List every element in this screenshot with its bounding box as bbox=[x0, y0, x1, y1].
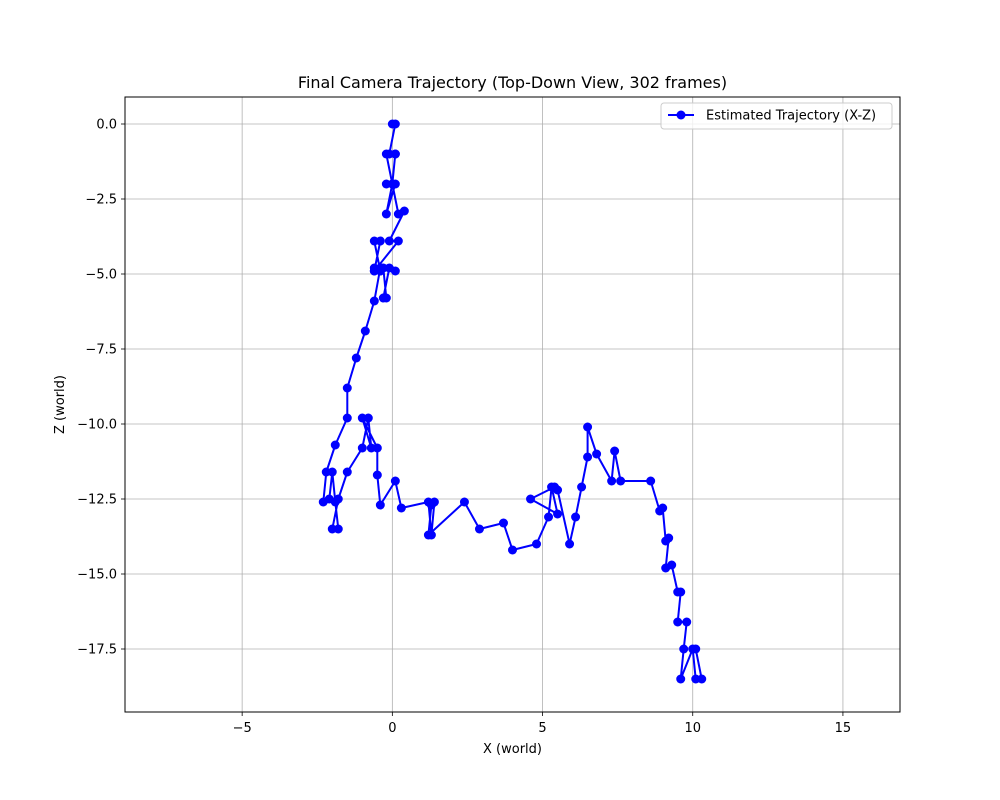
trajectory-point bbox=[369, 236, 379, 246]
y-tick-label: 0.0 bbox=[96, 118, 117, 133]
trajectory-point bbox=[583, 452, 593, 462]
trajectory-point bbox=[393, 236, 403, 246]
y-tick-label: −5.0 bbox=[85, 268, 117, 283]
x-tick-label: 10 bbox=[684, 721, 701, 736]
x-tick-label: 5 bbox=[538, 721, 546, 736]
trajectory-point bbox=[676, 587, 686, 597]
plot-frame bbox=[124, 96, 901, 713]
x-tick-label: −5 bbox=[233, 721, 252, 736]
y-axis-label: Z (world) bbox=[53, 375, 68, 434]
grid-layer bbox=[125, 97, 900, 712]
trajectory-point bbox=[399, 206, 409, 216]
trajectory-point bbox=[474, 524, 484, 534]
trajectory-point bbox=[676, 674, 686, 684]
trajectory-point bbox=[360, 326, 370, 336]
trajectory-point bbox=[673, 617, 683, 627]
y-tick-label: −10.0 bbox=[77, 418, 117, 433]
legend-marker-swatch bbox=[676, 110, 686, 120]
x-axis-label: X (world) bbox=[483, 742, 542, 757]
x-tick-label: 0 bbox=[388, 721, 396, 736]
y-tick-label: −15.0 bbox=[77, 568, 117, 583]
trajectory-point bbox=[583, 422, 593, 432]
trajectory-point bbox=[390, 149, 400, 159]
trajectory-point bbox=[607, 476, 617, 486]
y-tick-label: −17.5 bbox=[77, 643, 117, 658]
trajectory-point bbox=[351, 353, 361, 363]
trajectory-point bbox=[390, 476, 400, 486]
trajectory-point bbox=[372, 443, 382, 453]
trajectory-point bbox=[342, 413, 352, 423]
trajectory-point bbox=[333, 494, 343, 504]
y-tick-label: −7.5 bbox=[85, 343, 117, 358]
trajectory-point bbox=[646, 476, 656, 486]
trajectory-point bbox=[372, 470, 382, 480]
trajectory-point bbox=[658, 503, 668, 513]
trajectory-point bbox=[426, 500, 436, 510]
trajectory-point bbox=[396, 503, 406, 513]
trajectory-point bbox=[375, 500, 385, 510]
plot-area bbox=[125, 97, 900, 712]
trajectory-point bbox=[544, 512, 554, 522]
trajectory-point bbox=[667, 560, 677, 570]
trajectory-point bbox=[423, 530, 433, 540]
data-layer bbox=[318, 119, 707, 684]
legend: Estimated Trajectory (X-Z) bbox=[660, 102, 893, 130]
trajectory-point bbox=[508, 545, 517, 555]
trajectory-point bbox=[565, 539, 575, 549]
trajectory-point bbox=[532, 539, 542, 549]
trajectory-point bbox=[375, 263, 385, 273]
x-tick-label: 15 bbox=[835, 721, 852, 736]
y-tick-label: −12.5 bbox=[77, 493, 117, 508]
trajectory-point bbox=[664, 533, 674, 543]
trajectory-point bbox=[682, 617, 692, 627]
trajectory-point bbox=[384, 236, 394, 246]
trajectory-point bbox=[697, 674, 707, 684]
trajectory-point bbox=[610, 446, 620, 456]
trajectory-point bbox=[553, 509, 563, 519]
trajectory-point bbox=[357, 443, 367, 453]
trajectory-point bbox=[387, 179, 397, 189]
trajectory-point bbox=[691, 644, 701, 654]
trajectory-point bbox=[369, 296, 379, 306]
trajectory-point bbox=[498, 518, 508, 528]
trajectory-point bbox=[390, 119, 400, 129]
trajectory-point bbox=[679, 644, 689, 654]
trajectory-point bbox=[577, 482, 587, 492]
trajectory-point bbox=[459, 497, 469, 507]
trajectory-point bbox=[553, 485, 563, 495]
trajectory-point bbox=[571, 512, 581, 522]
chart-title: Final Camera Trajectory (Top-Down View, … bbox=[298, 73, 727, 92]
trajectory-point bbox=[381, 149, 391, 159]
y-tick-label: −2.5 bbox=[85, 193, 117, 208]
trajectory-point bbox=[327, 467, 337, 477]
trajectory-point bbox=[616, 476, 626, 486]
trajectory-point bbox=[342, 383, 352, 393]
trajectory-point bbox=[342, 467, 352, 477]
legend-entry-label: Estimated Trajectory (X-Z) bbox=[706, 109, 876, 124]
trajectory-point bbox=[357, 413, 367, 423]
trajectory-point bbox=[330, 440, 340, 450]
trajectory-point bbox=[381, 293, 391, 303]
trajectory-point bbox=[526, 494, 536, 504]
trajectory-point bbox=[592, 449, 602, 459]
tick-layer: −5 0 5 10 15 0.0 −2.5 −5.0 −7.5 −10.0 −12.5 −15.0 −1… bbox=[77, 118, 851, 737]
trajectory-point bbox=[381, 209, 391, 219]
legend-box bbox=[660, 102, 893, 130]
trajectory-point bbox=[327, 524, 337, 534]
